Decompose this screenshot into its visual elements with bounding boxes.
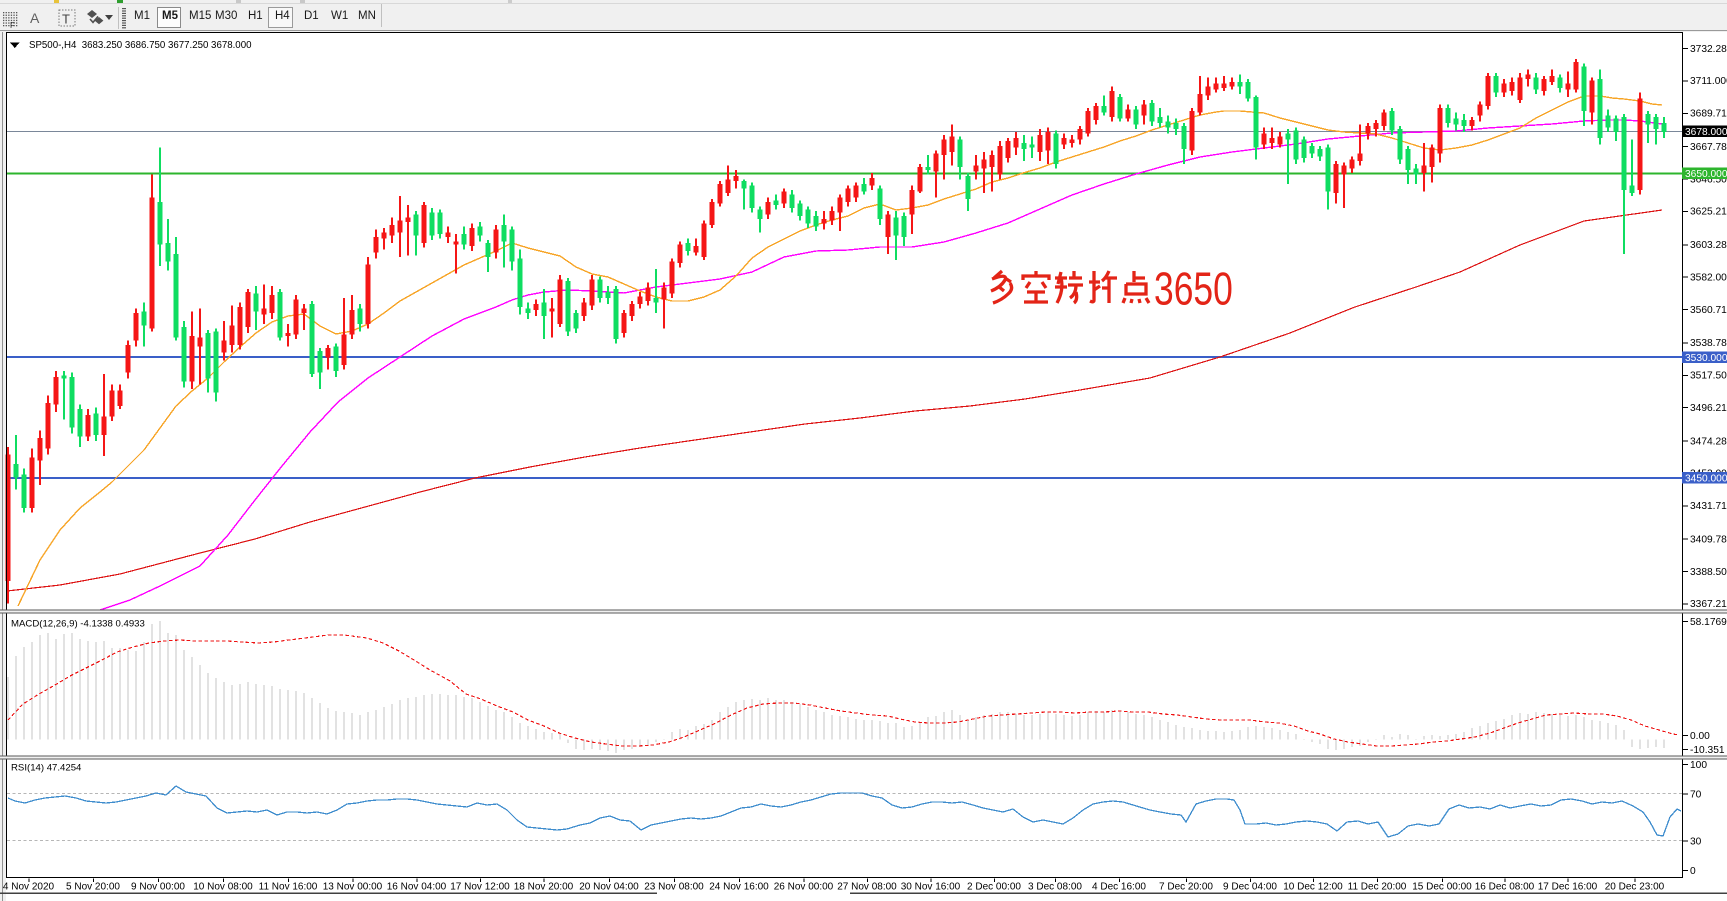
svg-text:20 Dec 23:00: 20 Dec 23:00 (1605, 882, 1665, 893)
svg-text:3711.000: 3711.000 (1690, 76, 1727, 87)
svg-text:23 Nov 08:00: 23 Nov 08:00 (644, 882, 704, 893)
svg-text:70: 70 (1690, 789, 1702, 800)
svg-text:3409.785: 3409.785 (1690, 535, 1727, 546)
svg-text:18 Nov 20:00: 18 Nov 20:00 (514, 882, 574, 893)
svg-text:10 Dec 12:00: 10 Dec 12:00 (1283, 882, 1343, 893)
svg-text:30 Nov 16:00: 30 Nov 16:00 (901, 882, 961, 893)
svg-text:3689.715: 3689.715 (1690, 109, 1727, 120)
svg-text:0.00: 0.00 (1690, 731, 1710, 742)
svg-text:A: A (30, 10, 40, 26)
svg-text:17 Nov 12:00: 17 Nov 12:00 (450, 882, 510, 893)
svg-text:3625.215: 3625.215 (1690, 207, 1727, 218)
svg-text:26 Nov 00:00: 26 Nov 00:00 (774, 882, 834, 893)
svg-text:3603.285: 3603.285 (1690, 240, 1727, 251)
svg-text:7 Dec 20:00: 7 Dec 20:00 (1159, 882, 1213, 893)
svg-text:F: F (10, 21, 15, 30)
svg-text:3732.285: 3732.285 (1690, 44, 1727, 55)
svg-text:2 Dec 00:00: 2 Dec 00:00 (967, 882, 1021, 893)
svg-text:RSI(14) 47.4254: RSI(14) 47.4254 (11, 763, 82, 774)
svg-text:MACD(12,26,9) -4.1338 0.4933: MACD(12,26,9) -4.1338 0.4933 (11, 619, 145, 630)
svg-text:9 Dec 04:00: 9 Dec 04:00 (1223, 882, 1277, 893)
svg-text:3474.285: 3474.285 (1690, 436, 1727, 447)
svg-text:3517.500: 3517.500 (1690, 371, 1727, 382)
svg-text:3496.215: 3496.215 (1690, 403, 1727, 414)
svg-text:T: T (62, 12, 70, 27)
svg-text:58.1769: 58.1769 (1690, 617, 1727, 628)
svg-text:10 Nov 08:00: 10 Nov 08:00 (193, 882, 253, 893)
svg-text:3450.000: 3450.000 (1685, 474, 1727, 485)
svg-text:3646.500: 3646.500 (1690, 174, 1727, 185)
svg-text:4 Dec 16:00: 4 Dec 16:00 (1092, 882, 1146, 893)
svg-text:3388.500: 3388.500 (1690, 567, 1727, 578)
svg-text:9 Nov 00:00: 9 Nov 00:00 (131, 882, 185, 893)
svg-text:16 Dec 08:00: 16 Dec 08:00 (1475, 882, 1535, 893)
svg-text:3560.715: 3560.715 (1690, 305, 1727, 316)
svg-text:3431.715: 3431.715 (1690, 501, 1727, 512)
svg-text:0: 0 (1690, 866, 1696, 877)
svg-text:3650.000: 3650.000 (1685, 169, 1727, 180)
svg-text:15 Dec 00:00: 15 Dec 00:00 (1412, 882, 1472, 893)
svg-text:3538.785: 3538.785 (1690, 338, 1727, 349)
svg-text:SP500-,H4 3683.250 3686.750 3: SP500-,H4 3683.250 3686.750 3677.250 367… (29, 40, 252, 51)
svg-text:-10.351: -10.351 (1690, 745, 1725, 756)
svg-text:5 Nov 20:00: 5 Nov 20:00 (66, 882, 120, 893)
svg-text:24 Nov 16:00: 24 Nov 16:00 (709, 882, 769, 893)
svg-text:4 Nov 2020: 4 Nov 2020 (3, 882, 55, 893)
svg-text:30: 30 (1690, 836, 1702, 847)
svg-text:3367.215: 3367.215 (1690, 599, 1727, 610)
svg-text:27 Nov 08:00: 27 Nov 08:00 (837, 882, 897, 893)
svg-text:11 Nov 16:00: 11 Nov 16:00 (259, 882, 318, 893)
svg-text:17 Dec 16:00: 17 Dec 16:00 (1538, 882, 1598, 893)
svg-text:13 Nov 00:00: 13 Nov 00:00 (323, 882, 383, 893)
svg-text:16 Nov 04:00: 16 Nov 04:00 (387, 882, 447, 893)
svg-text:3582.000: 3582.000 (1690, 272, 1727, 283)
svg-text:3 Dec 08:00: 3 Dec 08:00 (1028, 882, 1082, 893)
svg-text:3530.000: 3530.000 (1685, 353, 1727, 364)
svg-text:20 Nov 04:00: 20 Nov 04:00 (579, 882, 639, 893)
svg-text:3667.785: 3667.785 (1690, 142, 1727, 153)
svg-text:3650: 3650 (1154, 263, 1233, 315)
svg-text:100: 100 (1690, 760, 1707, 771)
svg-text:3678.000: 3678.000 (1685, 127, 1727, 138)
svg-text:11 Dec 20:00: 11 Dec 20:00 (1348, 882, 1407, 893)
